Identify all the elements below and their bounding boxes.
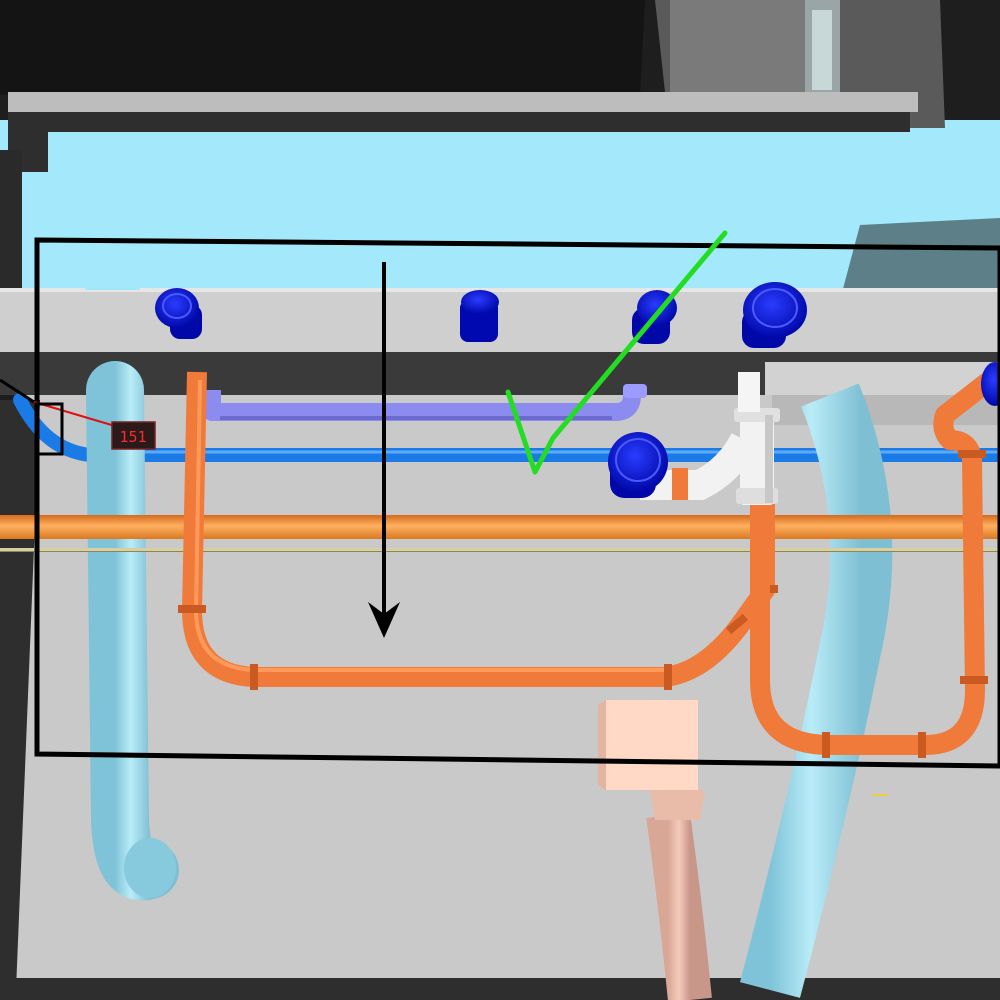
drain-loop-left[interactable] bbox=[182, 371, 775, 687]
door-glass bbox=[812, 10, 832, 90]
duct-box-side bbox=[598, 700, 606, 790]
tag-leader-line bbox=[0, 378, 35, 404]
cold-water-pipe-right[interactable] bbox=[740, 383, 893, 998]
thin-yellow-line bbox=[0, 548, 1000, 551]
orange-stub bbox=[672, 468, 688, 500]
upper-slab-edge bbox=[8, 92, 918, 112]
direction-arrow-head[interactable] bbox=[368, 602, 400, 638]
drain-coupling-7 bbox=[918, 732, 926, 758]
wye-fitting-riser bbox=[738, 372, 760, 412]
drain-coupling-9 bbox=[958, 450, 986, 458]
drain-coupling-6 bbox=[822, 732, 830, 758]
beam-top-face bbox=[0, 290, 1000, 352]
tag-leader-red bbox=[33, 401, 116, 427]
drain-coupling-2 bbox=[250, 664, 258, 690]
right-ledge bbox=[765, 362, 1000, 395]
thin-yellow-line-shadow bbox=[0, 551, 1000, 552]
sleeve-1[interactable] bbox=[155, 288, 202, 339]
wye-fitting-shade bbox=[765, 415, 773, 503]
upper-wall-dark bbox=[0, 0, 645, 95]
check-mark[interactable] bbox=[505, 230, 728, 475]
floor-left-edge bbox=[0, 400, 40, 990]
sleeve-4[interactable] bbox=[742, 282, 807, 348]
annotation-tag[interactable]: 151 bbox=[111, 421, 156, 450]
upper-room-wall bbox=[670, 0, 830, 92]
sleeve-5[interactable] bbox=[608, 432, 668, 498]
drain-loop-left-shade bbox=[193, 379, 665, 672]
main-orange-pipe[interactable] bbox=[0, 515, 1000, 539]
sleeve-2[interactable] bbox=[460, 290, 499, 342]
vent-pipe-cap bbox=[623, 384, 647, 398]
flex-duct[interactable] bbox=[646, 811, 712, 1000]
duct-box-front[interactable] bbox=[606, 700, 698, 790]
drain-loop-right[interactable] bbox=[750, 372, 997, 755]
tag-leader-box bbox=[34, 402, 64, 456]
drain-coupling-3 bbox=[664, 664, 672, 690]
beam-top-line bbox=[0, 288, 1000, 292]
floor-front-edge bbox=[0, 978, 1000, 1000]
drain-coupling-1 bbox=[178, 605, 206, 613]
skylight-left bbox=[85, 272, 140, 290]
upper-slab-underside bbox=[8, 112, 910, 172]
duct-transition bbox=[650, 790, 705, 820]
section-box[interactable] bbox=[34, 237, 1000, 769]
sleeve-6[interactable] bbox=[981, 362, 1000, 406]
annotation-tag-label: 151 bbox=[119, 428, 146, 446]
drain-coupling-4 bbox=[726, 613, 748, 635]
cold-water-pipe-left[interactable] bbox=[86, 361, 179, 901]
drain-coupling-8 bbox=[960, 676, 988, 684]
right-wall-block bbox=[840, 218, 1000, 300]
cold-water-pipe-left-end bbox=[124, 838, 176, 898]
